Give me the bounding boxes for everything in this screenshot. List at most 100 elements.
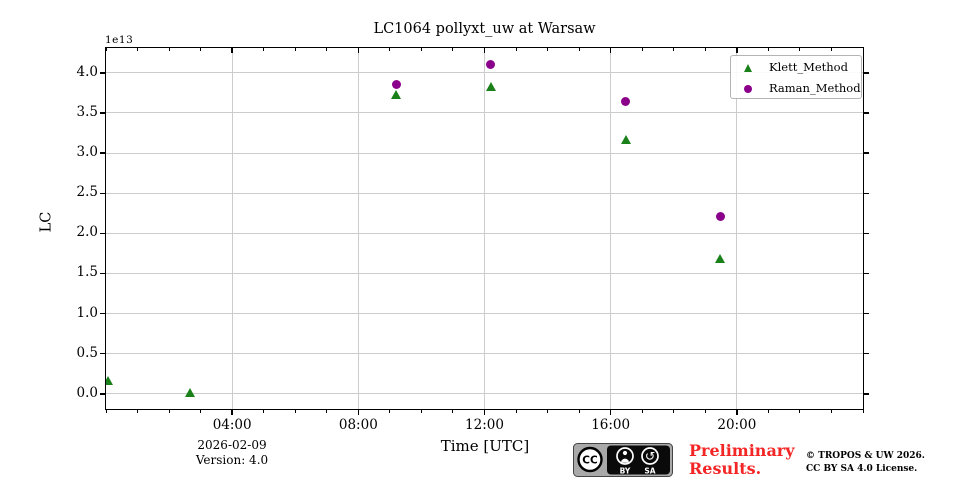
y-tick-label: 2.5 [76,184,98,201]
y-tick-right [863,112,869,114]
y-tick-right [863,232,869,235]
data-point-Klett_Method [106,375,113,385]
legend-entry-raman: Raman_Method [731,77,861,98]
y-tick-right [863,192,869,194]
x-tick-major-bottom [357,410,360,415]
y-tick-label: 1.5 [76,264,98,281]
legend-label-raman: Raman_Method [769,80,861,95]
x-tick-major-top [357,48,360,53]
date-text: 2026-02-09 [197,438,267,452]
y-tick-right [863,72,869,74]
x-tick-minor-bottom [641,410,643,413]
y-tick-right [863,353,869,355]
grid-line-vertical [231,48,233,409]
x-tick-major-top [483,48,486,53]
y-tick-label: 3.0 [76,144,98,161]
x-tick-minor-top [767,48,769,51]
x-tick-minor-bottom [200,410,202,413]
y-tick-label: 4.0 [76,63,98,80]
y-tick-right [863,312,869,315]
x-tick-minor-bottom [704,410,706,413]
cc-logo-text: CC [582,455,598,467]
x-tick-minor-top [168,48,170,51]
plot-area [106,48,863,409]
x-tick-major-bottom [483,410,486,415]
grid-line-vertical [357,48,359,409]
klett-triangle-icon [744,57,756,76]
y-tick-left [99,393,106,395]
x-tick-minor-top [578,48,580,51]
x-tick-minor-top [326,48,328,51]
copyright-note: © TROPOS & UW 2026. CC BY SA 4.0 License… [806,450,925,476]
x-tick-minor-top [137,48,139,51]
x-tick-major-bottom [231,410,233,415]
by-label: BY [620,467,631,476]
data-point-Raman_Method [715,211,725,221]
x-tick-minor-bottom [263,410,265,413]
x-tick-minor-top [547,48,549,51]
legend-marker-1 [744,85,752,93]
y-tick-left [99,112,106,114]
y-tick-label: 1.0 [76,304,98,321]
data-point-Klett_Method [485,82,496,91]
copyright-line1: © TROPOS & UW 2026. [806,451,925,461]
x-tick-minor-bottom [137,410,139,413]
x-tick-minor-top [704,48,706,51]
legend-marker-0 [744,64,752,72]
x-tick-minor-bottom [420,410,422,413]
x-tick-minor-bottom [452,410,454,413]
x-tick-minor-bottom [326,410,328,413]
x-tick-minor-top [263,48,265,51]
data-point-Klett_Method [620,134,631,144]
chart-title: LC1064 pollyxt_uw at Warsaw [373,21,596,37]
x-tick-minor-top [830,48,832,51]
x-tick-label: 12:00 [465,417,504,433]
x-tick-minor-top [673,48,675,51]
sa-label: SA [644,467,655,476]
raman-circle-icon [744,78,756,97]
y-tick-left [99,353,106,355]
x-tick-minor-top [452,48,454,51]
x-tick-minor-top [294,48,296,51]
legend: Klett_Method Raman_Method [730,55,862,99]
x-tick-minor-bottom [389,410,391,413]
grid-line-vertical [484,48,485,409]
data-point-Raman_Method [621,97,631,107]
legend-label-klett: Klett_Method [769,59,848,74]
share-alike-arrow-icon: ↺ [645,449,655,464]
grid-line-vertical [610,48,612,409]
x-tick-minor-top [420,48,422,51]
x-tick-minor-bottom [673,410,675,413]
y-tick-label: 0.5 [76,344,98,361]
x-tick-minor-top [862,48,864,51]
x-tick-minor-top [389,48,391,51]
x-tick-minor-bottom [862,410,864,413]
x-tick-label: 04:00 [212,417,252,433]
y-tick-left [99,192,106,194]
preliminary-results-note: Preliminary Results. [689,441,795,478]
y-tick-left [99,312,106,315]
y-tick-label: 0.0 [76,384,98,401]
grid-line-vertical [736,48,738,409]
x-tick-minor-bottom [547,410,549,413]
x-tick-major-top [736,48,738,53]
x-tick-minor-top [799,48,801,51]
date-version-annotation: 2026-02-09 Version: 4.0 [162,438,302,468]
x-tick-minor-bottom [578,410,580,413]
x-tick-major-top [231,48,233,53]
data-point-Raman_Method [486,59,496,69]
y-tick-left [99,72,106,74]
data-point-Klett_Method [715,253,726,263]
x-tick-minor-bottom [799,410,801,413]
x-tick-minor-top [641,48,643,51]
x-tick-label: 16:00 [591,417,631,433]
x-tick-label: 20:00 [717,417,757,433]
x-tick-label: 08:00 [338,417,378,433]
y-tick-right [863,272,869,275]
x-axis-label: Time [UTC] [440,437,530,455]
x-tick-minor-bottom [105,410,107,413]
version-text: Version: 4.0 [195,453,269,467]
cc-license-icon: CC ↺ BY SA [573,443,673,477]
x-tick-minor-top [200,48,202,51]
